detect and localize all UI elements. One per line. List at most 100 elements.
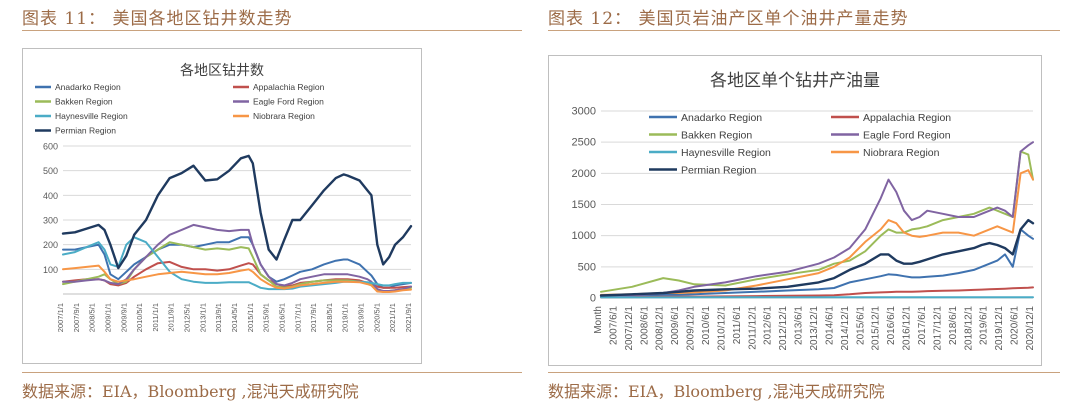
chart1-legend-label-eagle-ford-region: Eagle Ford Region [253, 97, 324, 107]
left-chart-frame: 各地区钻井数 100 200 300 400 500 600 2007/1/1 2007/9/1… [22, 48, 422, 364]
chart2-series-eagle-ford-region [600, 141, 1034, 298]
chart2-x-tick-label: 2019/6/1 [979, 306, 990, 345]
chart2-x-tick-label: 2008/12/1 [655, 306, 666, 351]
chart1-x-tick-label: 2010/5/1 [135, 303, 144, 332]
chart1-y-tick-label: 100 [43, 265, 58, 275]
right-chart-frame: 各地区单个钻井产油量 0 500 1000 1500 2000 2500 3000 Month 2… [548, 55, 1042, 366]
chart2-x-tick-label: 2020/6/1 [1010, 306, 1021, 345]
chart2-x-tick-label: 2009/12/1 [686, 306, 697, 351]
chart1-title: 各地区钻井数 [180, 62, 264, 78]
right-source-rule [548, 372, 1060, 373]
chart2-x-tick-label: 2010/6/1 [701, 306, 712, 345]
chart2-x-tick-label: 2012/6/1 [763, 306, 774, 345]
chart1-legend-label-anadarko-region: Anadarko Region [55, 82, 121, 92]
chart2-x-tick-label: 2015/6/1 [855, 306, 866, 345]
chart2-legend-label-anadarko-region: Anadarko Region [681, 112, 762, 124]
chart2-y-tick-label: 1000 [572, 230, 596, 242]
chart2-series-anadarko-region [600, 228, 1034, 298]
chart2-legend-label-bakken-region: Bakken Region [681, 129, 752, 141]
chart1-x-tick-label: 2015/1/1 [246, 303, 255, 332]
chart2-y-tick-label: 500 [578, 261, 596, 273]
chart1-series-niobrara-region [62, 264, 412, 293]
chart1-legend-label-appalachia-region: Appalachia Region [253, 82, 325, 92]
chart2-x-tick-label: 2015/12/1 [871, 306, 882, 351]
chart2-legend-label-haynesville-region: Haynesville Region [681, 147, 771, 159]
right-figure-caption: 图表 12： 美国页岩油产区单个油井产量走势 [548, 9, 909, 29]
chart1-legend-label-niobrara-region: Niobrara Region [253, 111, 315, 121]
chart1-x-tick-label: 2020/5/1 [372, 303, 381, 332]
chart2-x-tick-label: 2007/12/1 [624, 306, 635, 351]
chart1-x-tick-label: 2015/9/1 [262, 303, 271, 332]
chart1-x-tick-label: 2017/9/1 [309, 303, 318, 332]
chart2-series-niobrara-region [600, 169, 1034, 296]
chart2-x-tick-label: 2007/6/1 [608, 306, 619, 345]
chart2-y-tick-label: 2500 [572, 137, 596, 149]
chart2-legend-label-permian-region: Permian Region [681, 164, 756, 176]
chart2-x-tick-label: 2011/12/1 [747, 306, 758, 350]
chart1-x-tick-label: 2013/9/1 [214, 303, 223, 332]
chart2-y-tick-label: 2000 [572, 168, 596, 180]
chart2-x-tick-label: 2011/6/1 [732, 306, 743, 345]
right-chart-svg: 各地区单个钻井产油量 0 500 1000 1500 2000 2500 3000 Month 2… [572, 71, 1036, 351]
chart1-y-tick-label: 200 [43, 240, 58, 250]
left-caption-rule [22, 30, 522, 31]
right-caption-rule [548, 30, 1060, 31]
chart1-y-tick-label: 400 [43, 191, 58, 201]
chart1-legend-label-permian-region: Permian Region [55, 126, 116, 136]
chart2-x-tick-label: Month [593, 306, 604, 334]
chart2-x-tick-label: 2014/6/1 [824, 306, 835, 345]
chart2-x-tick-label: 2009/6/1 [670, 306, 681, 345]
chart1-x-tick-label: 2012/5/1 [183, 303, 192, 332]
chart2-x-tick-label: 2017/6/1 [917, 306, 928, 345]
chart2-x-tick-label: 2020/12/1 [1025, 306, 1036, 351]
chart1-series-haynesville-region [62, 236, 412, 291]
chart1-x-tick-label: 2016/5/1 [277, 303, 286, 332]
chart2-legend-label-appalachia-region: Appalachia Region [863, 112, 951, 124]
chart2-x-tick-label: 2019/12/1 [994, 306, 1005, 351]
chart2-legend-label-eagle-ford-region: Eagle Ford Region [863, 129, 951, 141]
chart1-x-tick-label: 2007/9/1 [72, 303, 81, 332]
left-chart-svg: 各地区钻井数 100 200 300 400 500 600 2007/1/1 2007/9/1… [35, 62, 413, 332]
chart1-y-tick-label: 300 [43, 216, 58, 226]
chart2-series-permian-region [599, 218, 1035, 297]
chart2-x-tick-label: 2008/6/1 [639, 306, 650, 345]
chart2-x-tick-label: 2014/12/1 [840, 306, 851, 351]
chart2-x-tick-label: 2016/6/1 [886, 306, 897, 345]
right-figure-source: 数据来源：EIA，Bloomberg ,混沌天成研究院 [548, 382, 885, 401]
chart1-x-tick-label: 2009/9/1 [119, 303, 128, 332]
chart1-legend-label-haynesville-region: Haynesville Region [55, 111, 128, 121]
left-source-rule [22, 372, 522, 373]
chart2-x-tick-label: 2018/6/1 [948, 306, 959, 345]
chart2-x-tick-label: 2018/12/1 [963, 306, 974, 351]
chart2-x-tick-label: 2017/12/1 [932, 306, 943, 351]
chart2-x-tick-label: 2013/12/1 [809, 306, 820, 351]
chart2-x-tick-label: 2012/12/1 [778, 306, 789, 351]
chart2-title: 各地区单个钻井产油量 [710, 71, 880, 90]
chart1-x-tick-label: 2019/9/1 [357, 303, 366, 332]
chart1-x-tick-label: 2011/9/1 [167, 303, 176, 332]
chart1-x-tick-label: 2008/5/1 [88, 303, 97, 332]
left-figure-caption: 图表 11： 美国各地区钻井数走势 [22, 9, 293, 29]
left-figure-source: 数据来源：EIA，Bloomberg ,混沌天成研究院 [22, 382, 359, 401]
chart2-y-tick-label: 3000 [572, 106, 596, 118]
chart2-y-tick-label: 0 [590, 293, 596, 305]
chart1-x-tick-label: 2009/1/1 [103, 303, 112, 332]
chart1-x-tick-label: 2018/5/1 [325, 303, 334, 332]
chart2-series-bakken-region [600, 150, 1034, 293]
chart1-x-tick-label: 2007/1/1 [56, 303, 65, 332]
chart1-x-tick-label: 2014/5/1 [230, 303, 239, 332]
chart2-x-tick-label: 2010/12/1 [716, 306, 727, 351]
chart1-x-tick-label: 2019/1/1 [341, 303, 350, 332]
chart1-x-tick-label: 2021/9/1 [404, 303, 413, 332]
chart1-series-permian-region [61, 154, 413, 270]
chart1-y-tick-label: 600 [43, 142, 58, 152]
chart2-x-tick-label: 2016/12/1 [902, 306, 913, 351]
chart1-x-tick-label: 2011/1/1 [151, 303, 160, 332]
chart1-legend-label-bakken-region: Bakken Region [55, 97, 113, 107]
chart2-legend-label-niobrara-region: Niobrara Region [863, 147, 940, 159]
chart2-x-tick-label: 2013/6/1 [794, 306, 805, 345]
chart1-x-tick-label: 2013/1/1 [198, 303, 207, 332]
chart1-x-tick-label: 2017/1/1 [293, 303, 302, 332]
chart1-y-tick-label: 500 [43, 166, 58, 176]
chart1-x-tick-label: 2021/1/1 [388, 303, 397, 332]
